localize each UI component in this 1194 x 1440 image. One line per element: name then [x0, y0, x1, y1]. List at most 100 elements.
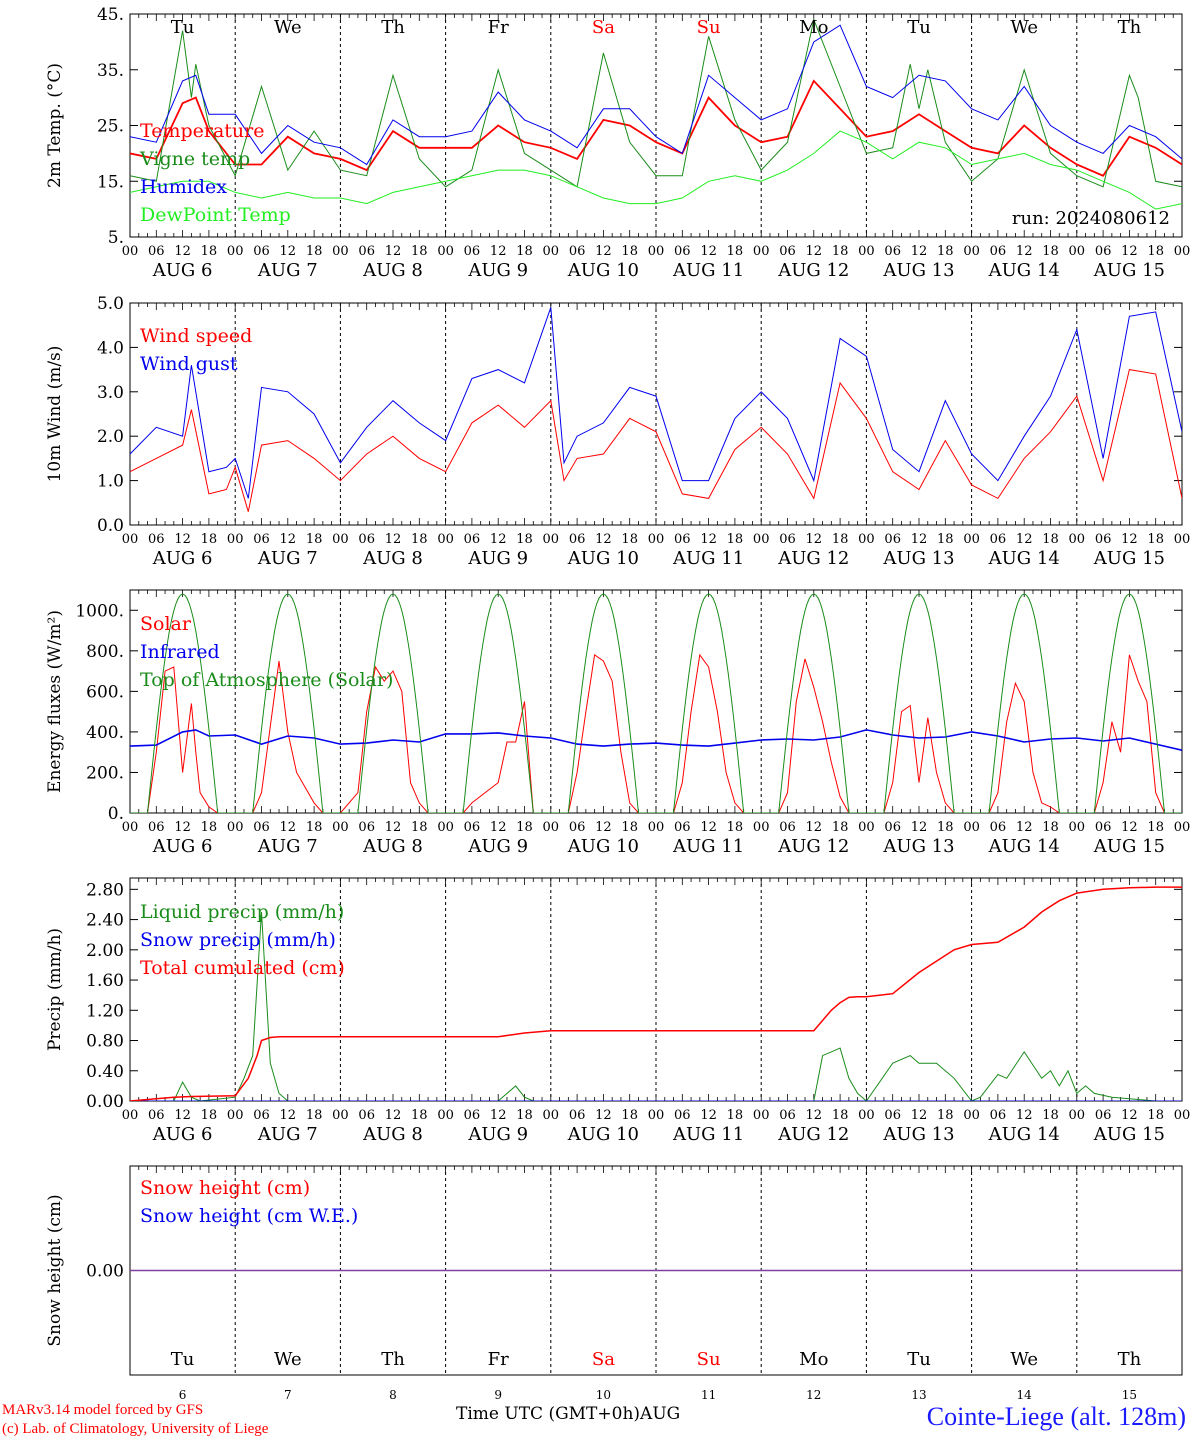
hour-label: 00: [648, 532, 665, 547]
y-tick-label: 35.: [97, 61, 124, 81]
hour-label: 06: [779, 1108, 796, 1123]
hour-label: 06: [990, 820, 1007, 835]
date-label: AUG 12: [777, 836, 849, 857]
date-label: AUG 9: [467, 260, 528, 281]
hour-label: 06: [674, 1108, 691, 1123]
hour-label: 06: [464, 244, 481, 259]
date-label: AUG 14: [988, 260, 1060, 281]
hour-label: 00: [332, 244, 349, 259]
hour-label: 06: [253, 244, 270, 259]
hour-label: 00: [122, 820, 139, 835]
time-axis-title: Time UTC (GMT+0h)AUG: [456, 1404, 681, 1424]
hour-label: 18: [411, 1108, 428, 1123]
hour-label: 06: [148, 244, 165, 259]
hour-label: 00: [858, 1108, 875, 1123]
hour-label: 12: [385, 1108, 402, 1123]
series-line: [130, 307, 1182, 499]
legend-entry: Snow height (cm W.E.): [140, 1205, 358, 1227]
hour-label: 00: [648, 244, 665, 259]
hour-label: 06: [148, 820, 165, 835]
day-number-label: 10: [596, 1388, 611, 1402]
hour-label: 12: [490, 1108, 507, 1123]
y-tick-label: 0.00: [86, 1092, 124, 1112]
series-group: [130, 886, 1182, 1101]
hour-label: 00: [1174, 820, 1191, 835]
date-label: AUG 13: [882, 260, 954, 281]
day-number-label: 11: [701, 1388, 716, 1402]
hour-label: 18: [516, 1108, 533, 1123]
date-label: AUG 6: [152, 1124, 213, 1145]
hour-label: 00: [437, 532, 454, 547]
hour-label: 00: [753, 820, 770, 835]
hour-label: 12: [490, 532, 507, 547]
y-tick-label: 45.: [97, 5, 124, 25]
hour-label: 18: [306, 244, 323, 259]
hour-label: 00: [437, 1108, 454, 1123]
hour-label: 06: [884, 820, 901, 835]
hour-label: 06: [779, 244, 796, 259]
hour-label: 00: [332, 1108, 349, 1123]
y-tick-label: 1.20: [86, 1001, 124, 1021]
date-label: AUG 10: [567, 548, 639, 569]
hour-label: 18: [411, 820, 428, 835]
hour-label: 12: [280, 1108, 297, 1123]
hour-label: 12: [174, 820, 191, 835]
hour-label: 12: [911, 820, 928, 835]
date-label: AUG 6: [152, 836, 213, 857]
date-label: AUG 7: [257, 1124, 318, 1145]
hour-label: 18: [832, 820, 849, 835]
hour-label: 12: [595, 532, 612, 547]
model-credit: MARv3.14 model forced by GFS: [2, 1402, 204, 1418]
date-label: AUG 10: [567, 1124, 639, 1145]
hour-label: 00: [332, 820, 349, 835]
hour-label: 06: [779, 820, 796, 835]
y-tick-label: 3.0: [97, 383, 124, 403]
hour-label: 18: [411, 532, 428, 547]
y-axis-label: Snow height (cm): [45, 1194, 65, 1346]
day-number-label: 13: [911, 1388, 926, 1402]
hour-label: 06: [253, 532, 270, 547]
hour-label: 06: [358, 532, 375, 547]
series-line: [130, 17, 1182, 188]
date-label: AUG 11: [672, 836, 744, 857]
hour-label: 18: [411, 244, 428, 259]
date-label: AUG 7: [257, 260, 318, 281]
hour-label: 12: [595, 1108, 612, 1123]
date-label: AUG 15: [1093, 1124, 1165, 1145]
hour-label: 06: [674, 820, 691, 835]
day-number-label: 7: [284, 1388, 292, 1402]
panel-3: 0. 200. 400. 600. 800. 1000. Energy fluxes (W/…: [45, 589, 1191, 857]
hour-label: 06: [990, 244, 1007, 259]
hour-label: 18: [937, 820, 954, 835]
day-number-label: 8: [389, 1388, 397, 1402]
date-label: AUG 12: [777, 548, 849, 569]
hour-label: 18: [1042, 1108, 1059, 1123]
hour-label: 00: [543, 820, 560, 835]
hour-label: 00: [227, 820, 244, 835]
hour-label: 12: [1016, 1108, 1033, 1123]
hour-label: 12: [385, 820, 402, 835]
hour-label: 12: [595, 244, 612, 259]
date-label: AUG 11: [672, 260, 744, 281]
hour-label: 06: [253, 1108, 270, 1123]
date-label: AUG 15: [1093, 260, 1165, 281]
hour-label: 06: [884, 532, 901, 547]
weekday-label: Th: [381, 17, 405, 38]
y-tick-label: 2.0: [97, 427, 124, 447]
hour-label: 06: [464, 532, 481, 547]
weekday-label: We: [1010, 1349, 1038, 1370]
hour-label: 12: [280, 532, 297, 547]
hour-label: 12: [1121, 532, 1138, 547]
legend-entry: Snow height (cm): [140, 1177, 310, 1199]
y-axis-label: 2m Temp. (°C): [45, 63, 65, 188]
hour-label: 18: [727, 1108, 744, 1123]
y-tick-label: 2.00: [86, 941, 124, 961]
hour-label: 00: [122, 532, 139, 547]
hour-label: 18: [306, 820, 323, 835]
date-label: AUG 9: [467, 836, 528, 857]
hour-label: 00: [437, 244, 454, 259]
hour-label: 18: [201, 1108, 218, 1123]
y-tick-label: 2.80: [86, 880, 124, 900]
hour-label: 12: [385, 532, 402, 547]
hour-label: 06: [569, 1108, 586, 1123]
